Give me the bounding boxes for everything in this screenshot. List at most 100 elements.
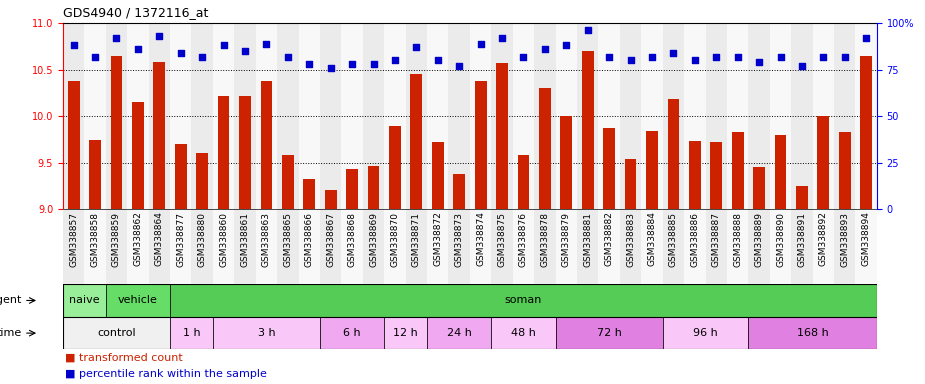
Bar (796, 186, 808, 209)
Bar (791, 23, 813, 209)
Bar (255, 209, 278, 284)
Text: GSM338860: GSM338860 (219, 212, 228, 266)
Point (858, 35, 873, 41)
Bar (154, 62, 166, 209)
Text: GSM338889: GSM338889 (755, 212, 763, 266)
Text: GSM338861: GSM338861 (240, 212, 250, 266)
Text: ■ percentile rank within the sample: ■ percentile rank within the sample (65, 369, 266, 379)
Point (109, 35, 124, 41)
Point (388, 57, 402, 63)
Bar (727, 23, 748, 209)
Bar (662, 209, 684, 284)
Point (495, 35, 510, 41)
Text: GSM338886: GSM338886 (690, 212, 699, 266)
Text: 1 h: 1 h (182, 328, 200, 338)
Bar (539, 88, 550, 209)
Text: GSM338892: GSM338892 (819, 212, 828, 266)
Bar (63, 317, 170, 349)
Text: GSM338874: GSM338874 (476, 212, 485, 266)
Bar (234, 23, 255, 209)
Bar (453, 174, 465, 209)
Bar (127, 209, 149, 284)
Bar (620, 23, 641, 209)
Bar (84, 209, 105, 284)
Bar (646, 131, 658, 209)
Text: GSM338882: GSM338882 (605, 212, 613, 266)
Bar (299, 209, 320, 284)
Point (645, 53, 660, 60)
Text: GSM338864: GSM338864 (154, 212, 164, 266)
Text: GDS4940 / 1372116_at: GDS4940 / 1372116_at (63, 6, 208, 19)
Bar (706, 23, 727, 209)
Bar (427, 317, 491, 349)
Bar (105, 209, 127, 284)
Text: naive: naive (69, 295, 100, 306)
Bar (217, 96, 229, 209)
Bar (299, 23, 320, 209)
Point (623, 57, 638, 63)
Text: GSM338890: GSM338890 (776, 212, 785, 266)
Bar (813, 23, 834, 209)
Bar (105, 284, 170, 317)
Bar (534, 209, 556, 284)
Text: GSM338885: GSM338885 (669, 212, 678, 266)
Bar (491, 317, 556, 349)
Bar (860, 56, 872, 209)
Bar (320, 317, 384, 349)
Bar (582, 51, 594, 209)
Bar (791, 209, 813, 284)
Bar (325, 190, 337, 209)
Text: control: control (97, 328, 136, 338)
Bar (363, 209, 384, 284)
Bar (534, 23, 556, 209)
Bar (170, 284, 877, 317)
Bar (170, 209, 191, 284)
Bar (770, 23, 791, 209)
Text: GSM338873: GSM338873 (455, 212, 463, 266)
Bar (213, 317, 320, 349)
Bar (170, 317, 213, 349)
Bar (753, 167, 765, 209)
Text: GSM338893: GSM338893 (840, 212, 849, 266)
Text: GSM338872: GSM338872 (433, 212, 442, 266)
Point (345, 61, 360, 67)
Bar (668, 99, 679, 209)
Text: GSM338863: GSM338863 (262, 212, 271, 266)
Text: 96 h: 96 h (693, 328, 718, 338)
Bar (149, 23, 170, 209)
Bar (856, 23, 877, 209)
Bar (341, 209, 363, 284)
Bar (641, 209, 662, 284)
Text: GSM338875: GSM338875 (498, 212, 507, 266)
Bar (598, 209, 620, 284)
Text: GSM338876: GSM338876 (519, 212, 528, 266)
Bar (748, 23, 770, 209)
Bar (624, 159, 636, 209)
Bar (63, 284, 105, 317)
Point (409, 44, 424, 50)
Bar (813, 209, 834, 284)
Bar (175, 144, 187, 209)
Bar (491, 209, 512, 284)
Bar (556, 23, 577, 209)
Text: soman: soman (505, 295, 542, 306)
Bar (689, 141, 701, 209)
Bar (320, 209, 341, 284)
Text: GSM338862: GSM338862 (133, 212, 142, 266)
Text: GSM338857: GSM338857 (69, 212, 78, 266)
Bar (63, 23, 84, 209)
Point (687, 57, 702, 63)
Bar (684, 209, 706, 284)
Point (302, 61, 316, 67)
Bar (556, 209, 577, 284)
Point (259, 40, 274, 46)
Point (730, 53, 745, 60)
Bar (684, 23, 706, 209)
Text: GSM338867: GSM338867 (327, 212, 335, 266)
Point (580, 27, 595, 33)
Bar (213, 23, 234, 209)
Bar (834, 209, 856, 284)
Bar (341, 23, 363, 209)
Text: GSM338881: GSM338881 (584, 212, 592, 266)
Text: 72 h: 72 h (597, 328, 622, 338)
